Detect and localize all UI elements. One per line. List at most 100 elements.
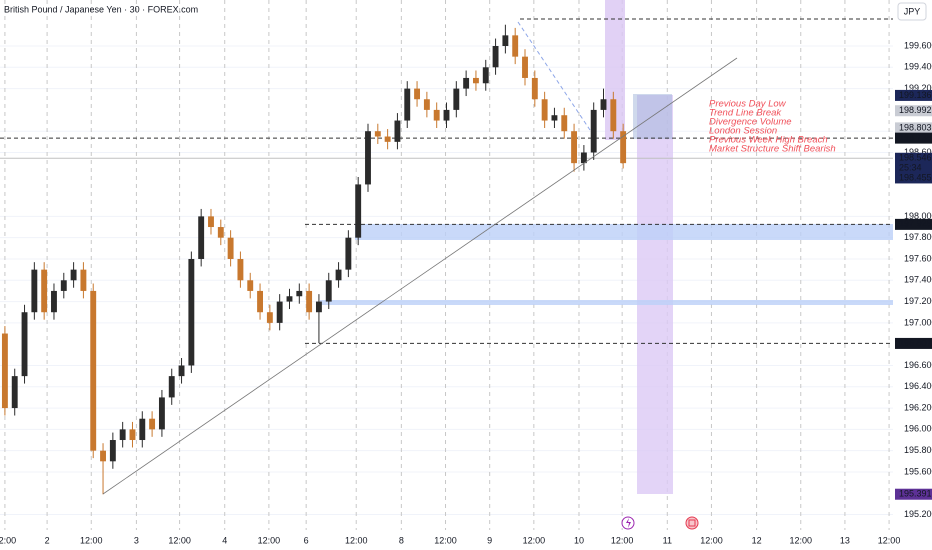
x-tick-label: 12:00 [258,535,281,545]
candle-body [296,290,303,297]
x-tick-label: 13 [840,535,850,545]
y-tick-label: 195.600 [904,466,932,476]
event-icon[interactable] [685,516,699,530]
price-label-box [895,337,932,349]
candle-body [423,99,430,110]
candle-body [139,418,146,441]
candle-body [21,312,28,377]
candle-body [580,152,587,164]
y-tick-label: 199.600 [904,40,932,50]
y-tick-label: 197.000 [904,317,932,327]
annotation: Divergence Volume [709,117,792,128]
candle-body [600,99,607,110]
candle-body [531,77,538,100]
event-icon[interactable] [621,516,635,530]
candle-body [482,67,489,84]
candle-body [541,99,548,121]
price-label: 198.455 [899,172,932,182]
candle-body [306,290,313,313]
candle-body [522,56,528,78]
annotation: Previous Day Low [709,99,787,110]
y-tick-label: 197.400 [904,275,932,285]
price-label-box [895,122,932,134]
candle-body [237,258,244,281]
demand-zone [355,224,893,240]
currency[interactable]: JPY [904,6,921,16]
y-tick-label: 198.600 [904,147,932,157]
session-band [605,0,625,140]
candle-body [404,88,411,121]
candle-body [453,88,460,110]
x-tick-label: 4 [222,535,227,545]
candle-body [11,376,18,409]
candle-body [620,131,627,164]
annotation: London Session [709,126,777,137]
currency-box[interactable] [897,2,927,21]
candle-body [443,109,450,121]
candles [1,24,627,495]
candle-body [60,280,67,291]
candle-body [208,216,214,228]
price-label: 198.803 [899,122,932,132]
x-tick-label: 11 [663,535,672,545]
y-tick-label: 197.200 [904,296,932,306]
y-tick-label: 195.800 [904,445,932,455]
x-tick-label: 2 [45,535,50,545]
candle-body [345,237,352,270]
event-icon-bolt [626,518,631,528]
candle-body [217,227,224,238]
event-icon-calendar [688,519,696,527]
x-tick-label: 12:00 [789,535,812,545]
candle-body [286,296,293,302]
candle-body [335,269,342,281]
price-label: 196.807 [899,338,932,348]
grid [0,0,893,530]
y-tick-label: 199.200 [904,83,932,93]
x-tick-label: 12:00 [345,535,368,545]
x-tick-label: 12:00 [611,535,634,545]
axes: 199.600199.400199.200198.800198.600198.0… [0,40,932,545]
candle-body [472,77,479,84]
candle-body [247,280,254,291]
x-tick-label: 3 [134,535,139,545]
candle-body [188,258,195,366]
candle-body [355,184,362,238]
x-tick-label: 12:00 [878,535,901,545]
candle-body [610,99,617,132]
candle-body [590,109,597,153]
x-tick-label: 8 [399,535,404,545]
price-label: 195.391 [899,489,932,499]
price-label-box [895,152,932,175]
price-label-box [895,488,932,500]
price-label-box [895,132,932,144]
y-tick-label: 197.800 [904,232,932,242]
annotation: Market Structure Shift Bearish [709,144,836,155]
price-label-box [895,218,932,230]
candle-body [551,115,558,121]
x-tick-label: 10 [574,535,584,545]
price-label-box [895,89,932,101]
y-tick-label: 195.200 [904,509,932,519]
time-axis [0,530,893,550]
annotation: Trend Line Break [709,108,782,119]
candle-body [51,290,57,313]
price-label: 198.735 [899,132,932,142]
candle-body [168,376,175,398]
candle-body [365,131,371,185]
candle-body [414,88,421,100]
drawn-line [517,21,591,131]
candle-body [257,290,263,313]
x-tick-label: 6 [304,535,309,545]
candle-body [492,46,499,68]
candle-body [315,301,322,313]
price-label: 197.925 [899,219,932,229]
candle-body [129,429,136,441]
candle-body [502,35,509,47]
candle-body [463,77,470,89]
candle-body [394,120,401,142]
y-tick-label: 196.000 [904,424,932,434]
candle-body [90,290,97,451]
candle-body [100,450,106,462]
